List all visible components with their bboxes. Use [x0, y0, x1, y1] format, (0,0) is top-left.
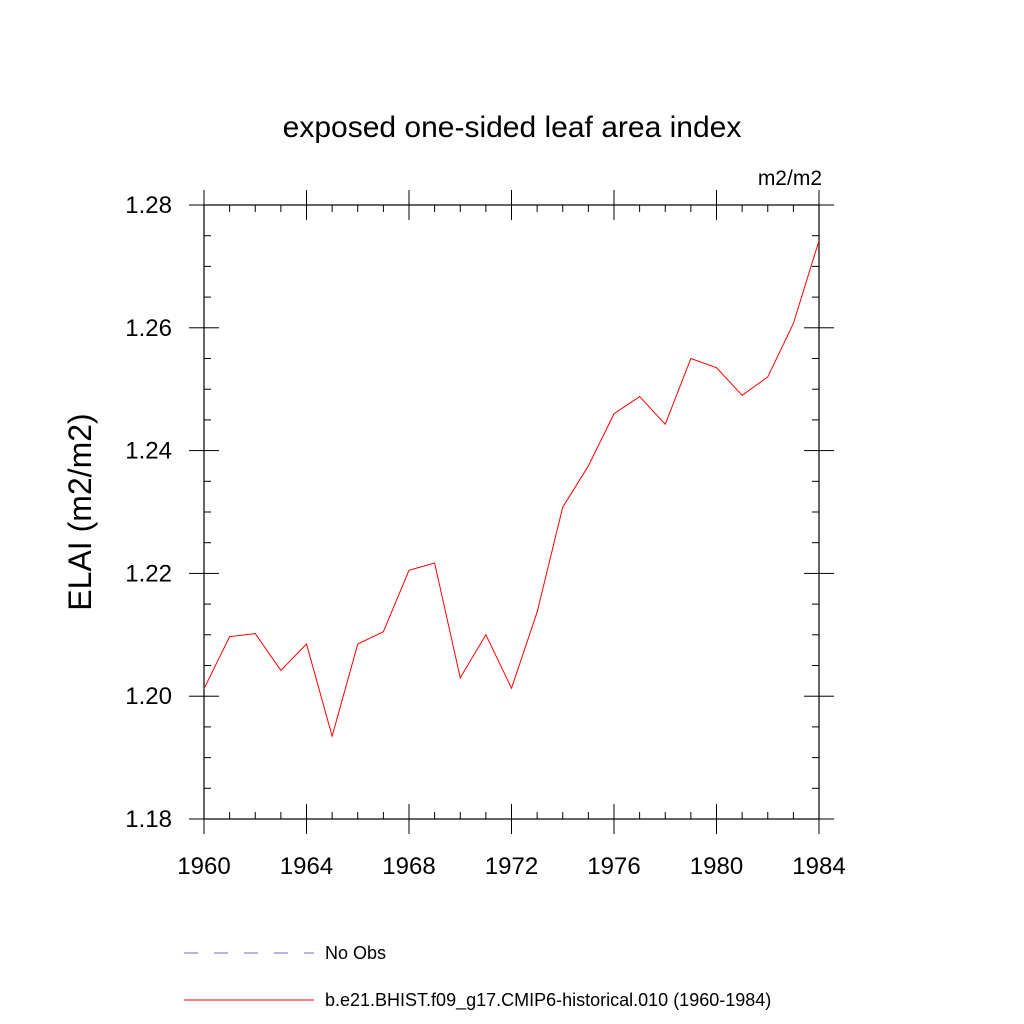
y-tick-label: 1.24 — [125, 438, 172, 465]
x-tick-label: 1980 — [690, 853, 743, 880]
y-tick-label: 1.28 — [125, 192, 172, 219]
x-axis-ticks: 1960 1964 1968 1972 1976 1980 1984 — [177, 190, 846, 880]
y-tick-label: 1.18 — [125, 806, 172, 833]
x-tick-label: 1972 — [485, 853, 538, 880]
y-axis-ticks: 1.18 1.20 1.22 1.24 1.26 1.28 — [125, 192, 834, 833]
units-label: m2/m2 — [758, 167, 822, 190]
x-tick-label: 1976 — [587, 853, 640, 880]
y-tick-label: 1.26 — [125, 315, 172, 342]
x-tick-label: 1968 — [382, 853, 435, 880]
series-line — [203, 240, 820, 738]
legend-label: No Obs — [325, 943, 386, 963]
legend-label: b.e21.BHIST.f09_g17.CMIP6-historical.010… — [325, 990, 771, 1011]
y-tick-label: 1.20 — [125, 683, 172, 710]
y-axis-label: ELAI (m2/m2) — [62, 413, 98, 610]
legend: No Obs b.e21.BHIST.f09_g17.CMIP6-historic… — [184, 943, 771, 1011]
series-layer — [203, 240, 820, 738]
plot-frame — [203, 204, 820, 820]
y-tick-label: 1.22 — [125, 560, 172, 587]
x-tick-label: 1984 — [792, 853, 845, 880]
x-tick-label: 1964 — [280, 853, 333, 880]
x-tick-label: 1960 — [177, 853, 230, 880]
chart-title: exposed one-sided leaf area index — [283, 111, 742, 144]
